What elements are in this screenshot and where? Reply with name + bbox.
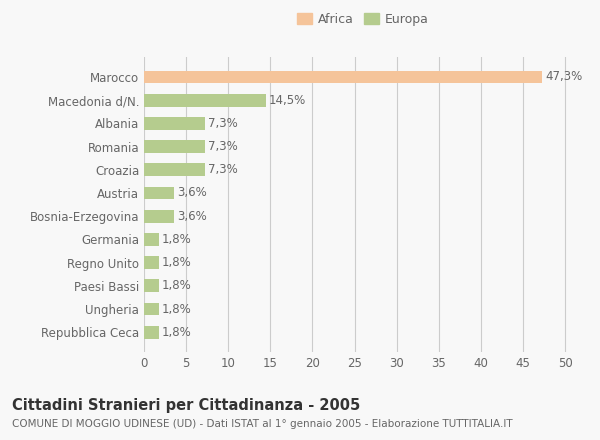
Bar [144, 70, 542, 83]
Bar [144, 163, 205, 176]
Bar [144, 279, 159, 292]
Bar [144, 256, 159, 269]
Text: 3,6%: 3,6% [177, 210, 206, 223]
Text: 1,8%: 1,8% [161, 256, 191, 269]
Bar [144, 187, 175, 199]
Bar [144, 140, 205, 153]
Bar [144, 117, 205, 130]
Bar [144, 303, 159, 315]
Bar [144, 210, 175, 223]
Text: Cittadini Stranieri per Cittadinanza - 2005: Cittadini Stranieri per Cittadinanza - 2… [12, 398, 360, 413]
Text: 7,3%: 7,3% [208, 117, 238, 130]
Bar [144, 326, 159, 339]
Text: 1,8%: 1,8% [161, 303, 191, 315]
Text: 14,5%: 14,5% [269, 94, 306, 106]
Legend: Africa, Europa: Africa, Europa [295, 11, 431, 29]
Text: COMUNE DI MOGGIO UDINESE (UD) - Dati ISTAT al 1° gennaio 2005 - Elaborazione TUT: COMUNE DI MOGGIO UDINESE (UD) - Dati IST… [12, 419, 512, 429]
Text: 1,8%: 1,8% [161, 326, 191, 339]
Bar [144, 94, 266, 106]
Bar [144, 233, 159, 246]
Text: 7,3%: 7,3% [208, 140, 238, 153]
Text: 1,8%: 1,8% [161, 233, 191, 246]
Text: 7,3%: 7,3% [208, 163, 238, 176]
Text: 47,3%: 47,3% [545, 70, 582, 84]
Text: 3,6%: 3,6% [177, 187, 206, 199]
Text: 1,8%: 1,8% [161, 279, 191, 292]
